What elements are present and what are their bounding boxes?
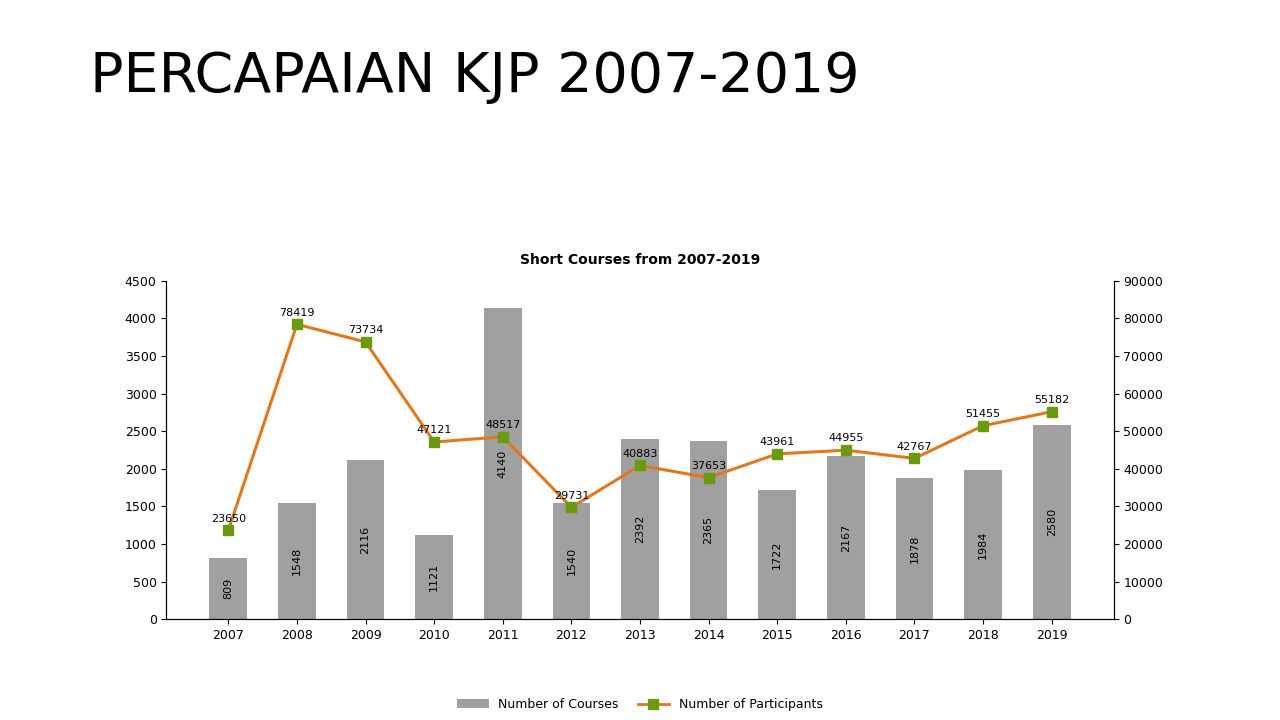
Text: 48517: 48517 (485, 420, 521, 430)
Text: 1722: 1722 (772, 540, 782, 569)
Text: 1878: 1878 (910, 534, 919, 563)
Text: 47121: 47121 (416, 426, 452, 436)
Text: 73734: 73734 (348, 325, 383, 336)
Bar (415, 535, 453, 619)
Text: 29731: 29731 (554, 490, 589, 500)
Bar (621, 439, 659, 619)
Bar (278, 503, 316, 619)
Bar (210, 559, 247, 619)
Text: 1121: 1121 (429, 563, 439, 591)
Text: 55182: 55182 (1034, 395, 1069, 405)
Text: 809: 809 (223, 578, 233, 600)
Bar (553, 503, 590, 619)
Text: 40883: 40883 (622, 449, 658, 459)
Bar (347, 460, 384, 619)
Text: 78419: 78419 (279, 307, 315, 318)
Text: 2365: 2365 (704, 516, 714, 544)
Text: 2116: 2116 (361, 526, 370, 554)
Text: 44955: 44955 (828, 433, 864, 444)
Title: Short Courses from 2007-2019: Short Courses from 2007-2019 (520, 253, 760, 267)
Bar (1033, 426, 1070, 619)
Bar (964, 470, 1002, 619)
Bar (758, 490, 796, 619)
Bar (484, 308, 522, 619)
Text: 37653: 37653 (691, 461, 726, 471)
Text: 43961: 43961 (759, 437, 795, 447)
Text: PERCAPAIAN KJP 2007-2019: PERCAPAIAN KJP 2007-2019 (90, 50, 859, 104)
Text: 1984: 1984 (978, 531, 988, 559)
Text: 1540: 1540 (566, 547, 576, 575)
Text: 2167: 2167 (841, 523, 851, 552)
Text: 23650: 23650 (211, 513, 246, 523)
Text: 4140: 4140 (498, 449, 508, 477)
Bar (690, 441, 727, 619)
Bar (896, 478, 933, 619)
Text: 2392: 2392 (635, 515, 645, 544)
Legend: Number of Courses, Number of Participants: Number of Courses, Number of Participant… (452, 693, 828, 716)
Bar (827, 456, 865, 619)
Text: 42767: 42767 (897, 441, 932, 451)
Text: 2580: 2580 (1047, 508, 1057, 536)
Text: 1548: 1548 (292, 547, 302, 575)
Text: 51455: 51455 (965, 409, 1001, 419)
